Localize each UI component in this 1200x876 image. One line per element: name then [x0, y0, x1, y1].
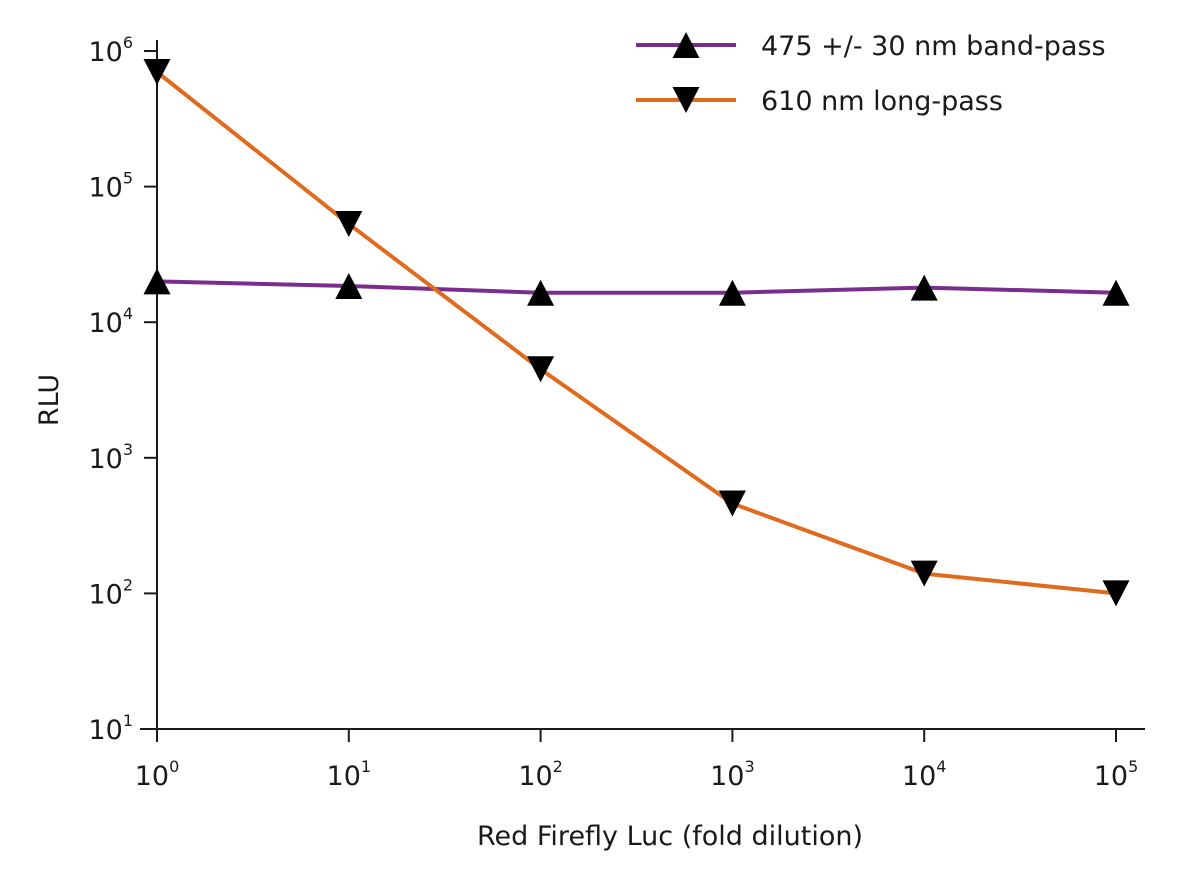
y-tick-label-base: 10	[88, 444, 122, 475]
data-point-series-2	[718, 490, 746, 517]
x-tick-label: 100	[135, 757, 180, 792]
x-tick-label-base: 10	[1094, 761, 1128, 792]
y-tick-label: 104	[88, 304, 133, 339]
x-tick-label-base: 10	[710, 761, 744, 792]
x-tick-label: 101	[327, 757, 372, 792]
x-tick-label-base: 10	[518, 761, 552, 792]
x-tick-label: 102	[518, 757, 563, 792]
y-tick-label: 102	[88, 575, 133, 610]
data-point-series-2	[335, 210, 363, 237]
legend-label: 610 nm long-pass	[761, 86, 1003, 117]
y-tick-label: 101	[88, 711, 133, 746]
y-tick-label: 103	[88, 440, 133, 475]
data-point-series-1	[910, 274, 938, 301]
data-point-series-1	[527, 279, 555, 306]
x-axis-title: Red Firefly Luc (fold dilution)	[477, 821, 863, 852]
data-point-series-2	[143, 59, 171, 86]
plot-markers	[143, 59, 1130, 607]
legend: 475 +/- 30 nm band-pass 610 nm long-pass	[636, 31, 1106, 117]
y-tick-label-base: 10	[88, 37, 122, 68]
y-tick-label-exponent: 5	[123, 169, 133, 188]
data-point-series-2	[1102, 580, 1130, 607]
x-tick-label: 104	[902, 757, 947, 792]
axes	[140, 40, 1145, 730]
legend-item-2: 610 nm long-pass	[636, 86, 1003, 117]
x-tick-label-base: 10	[902, 761, 936, 792]
x-tick-label-exponent: 3	[744, 757, 754, 776]
data-point-series-1	[143, 268, 171, 295]
data-point-series-2	[527, 356, 555, 383]
x-tick-label: 105	[1094, 757, 1139, 792]
y-tick-label-exponent: 1	[123, 711, 133, 730]
legend-label: 475 +/- 30 nm band-pass	[761, 31, 1106, 62]
x-tick-label: 103	[710, 757, 755, 792]
data-point-series-1	[1102, 279, 1130, 306]
y-tick-label-exponent: 4	[123, 304, 133, 323]
legend-marker	[672, 32, 700, 58]
y-tick-label-exponent: 6	[123, 33, 133, 52]
y-tick-label: 105	[88, 169, 133, 204]
legend-item-1: 475 +/- 30 nm band-pass	[636, 31, 1106, 62]
x-tick-label-exponent: 4	[936, 757, 946, 776]
x-tick-label-exponent: 1	[361, 757, 371, 776]
plot-area	[155, 70, 1118, 596]
y-tick-label-base: 10	[88, 579, 122, 610]
y-axis-title: RLU	[34, 374, 65, 426]
data-point-series-2	[910, 560, 938, 587]
y-tick-label-base: 10	[88, 715, 122, 746]
x-ticks: 100 101 102 103 104 105	[135, 729, 1139, 792]
y-tick-label-exponent: 3	[123, 440, 133, 459]
data-point-series-1	[718, 279, 746, 306]
y-tick-label-exponent: 2	[123, 575, 133, 594]
y-tick-label: 106	[88, 33, 133, 68]
series-line-1	[155, 279, 1118, 295]
y-tick-label-base: 10	[88, 173, 122, 204]
x-tick-label-exponent: 5	[1128, 757, 1138, 776]
x-tick-label-base: 10	[135, 761, 169, 792]
legend-marker	[672, 87, 700, 113]
x-tick-label-base: 10	[327, 761, 361, 792]
y-tick-label-base: 10	[88, 308, 122, 339]
x-tick-label-exponent: 2	[553, 757, 563, 776]
x-tick-label-exponent: 0	[169, 757, 179, 776]
data-point-series-1	[335, 272, 363, 299]
series-line-2	[155, 70, 1118, 596]
